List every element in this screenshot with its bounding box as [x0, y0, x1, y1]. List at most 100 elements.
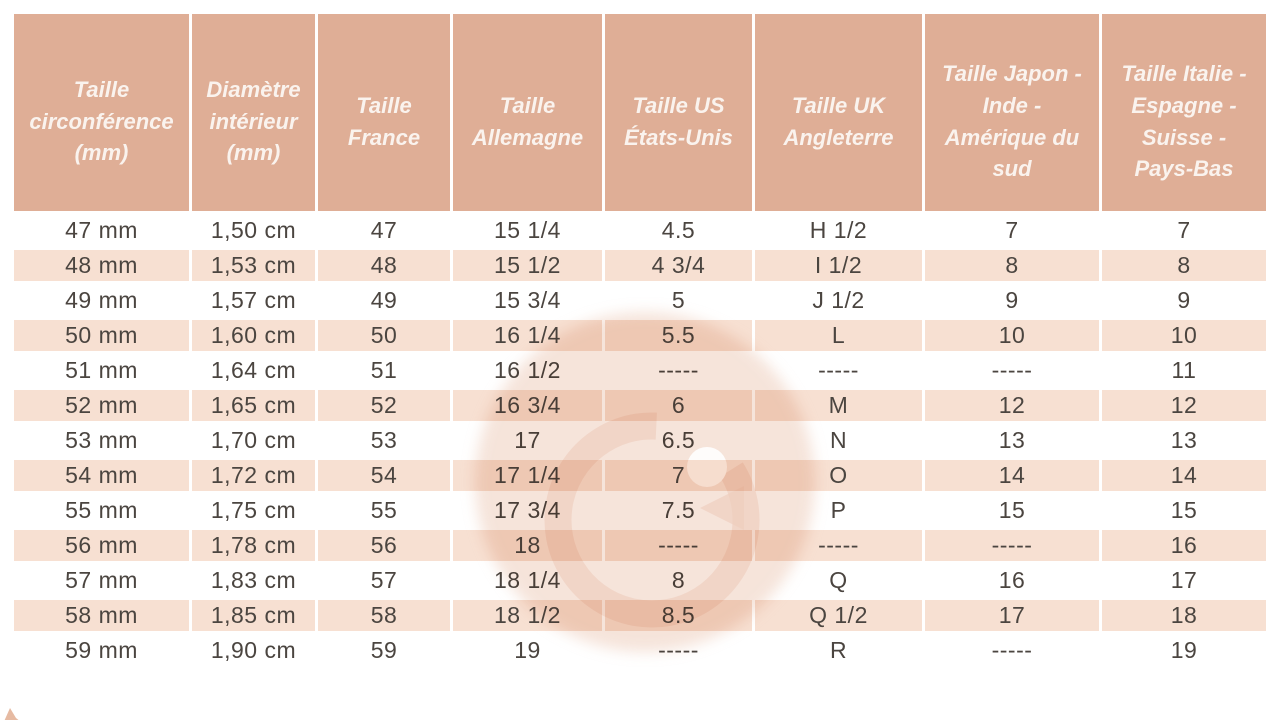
table-cell: -----: [752, 351, 922, 386]
column-header-1: Taille circonférence (mm): [14, 14, 189, 211]
table-cell: 58 mm: [14, 596, 189, 631]
table-cell: 1,64 cm: [189, 351, 315, 386]
table-cell: 1,50 cm: [189, 211, 315, 246]
table-cell: 56: [315, 526, 450, 561]
table-cell: 18: [1099, 596, 1266, 631]
table-cell: 1,72 cm: [189, 456, 315, 491]
table-cell: 49: [315, 281, 450, 316]
table-cell: 6: [602, 386, 752, 421]
table-cell: -----: [922, 631, 1099, 666]
table-cell: 13: [922, 421, 1099, 456]
column-header-8: Taille Italie - Espagne - Suisse - Pays-…: [1099, 14, 1266, 211]
table-cell: 13: [1099, 421, 1266, 456]
table-cell: 17: [922, 596, 1099, 631]
table-cell: 18 1/2: [450, 596, 602, 631]
table-cell: 1,78 cm: [189, 526, 315, 561]
table-cell: 59 mm: [14, 631, 189, 666]
table-cell: 5: [602, 281, 752, 316]
table-cell: 58: [315, 596, 450, 631]
table-cell: -----: [602, 631, 752, 666]
table-cell: 1,85 cm: [189, 596, 315, 631]
table-cell: Q 1/2: [752, 596, 922, 631]
table-cell: Q: [752, 561, 922, 596]
table-cell: 18: [450, 526, 602, 561]
table-cell: J 1/2: [752, 281, 922, 316]
table-cell: 12: [1099, 386, 1266, 421]
table-cell: 53: [315, 421, 450, 456]
table-row: 57 mm 1,83 cm 57 18 1/4 8 Q 16 17: [14, 561, 1266, 596]
table-cell: L: [752, 316, 922, 351]
table-cell: O: [752, 456, 922, 491]
column-header-2: Diamètre intérieur (mm): [189, 14, 315, 211]
table-row: 58 mm 1,85 cm 58 18 1/2 8.5 Q 1/2 17 18: [14, 596, 1266, 631]
table-row: 49 mm 1,57 cm 49 15 3/4 5 J 1/2 9 9: [14, 281, 1266, 316]
corner-mark-decoration: [4, 708, 19, 720]
table-cell: 4 3/4: [602, 246, 752, 281]
table-cell: 1,83 cm: [189, 561, 315, 596]
table-cell: 53 mm: [14, 421, 189, 456]
table-cell: 15: [1099, 491, 1266, 526]
table-row: 51 mm 1,64 cm 51 16 1/2 ----- ----- ----- 11: [14, 351, 1266, 386]
table-cell: 15 1/2: [450, 246, 602, 281]
column-header-7: Taille Japon - Inde - Amérique du sud: [922, 14, 1099, 211]
table-cell: 15 3/4: [450, 281, 602, 316]
table-cell: 17: [450, 421, 602, 456]
table-cell: I 1/2: [752, 246, 922, 281]
table-cell: 16: [1099, 526, 1266, 561]
table-cell: 16 3/4: [450, 386, 602, 421]
table-cell: N: [752, 421, 922, 456]
table-cell: 4.5: [602, 211, 752, 246]
table-cell: 7: [1099, 211, 1266, 246]
table-cell: 9: [922, 281, 1099, 316]
table-cell: 19: [450, 631, 602, 666]
table-cell: 50: [315, 316, 450, 351]
table-cell: 47 mm: [14, 211, 189, 246]
table-cell: 55 mm: [14, 491, 189, 526]
table-cell: 47: [315, 211, 450, 246]
table-cell: 18 1/4: [450, 561, 602, 596]
table-cell: 54 mm: [14, 456, 189, 491]
table-cell: -----: [602, 351, 752, 386]
table-cell: 59: [315, 631, 450, 666]
table-row: 47 mm 1,50 cm 47 15 1/4 4.5 H 1/2 7 7: [14, 211, 1266, 246]
table-cell: 17 1/4: [450, 456, 602, 491]
table-cell: 15 1/4: [450, 211, 602, 246]
table-row: 52 mm 1,65 cm 52 16 3/4 6 M 12 12: [14, 386, 1266, 421]
table-row: 50 mm 1,60 cm 50 16 1/4 5.5 L 10 10: [14, 316, 1266, 351]
table-cell: 1,60 cm: [189, 316, 315, 351]
table-cell: 8: [1099, 246, 1266, 281]
table-row: 59 mm 1,90 cm 59 19 ----- R ----- 19: [14, 631, 1266, 666]
table-cell: 14: [1099, 456, 1266, 491]
table-cell: 11: [1099, 351, 1266, 386]
table-cell: -----: [752, 526, 922, 561]
ring-size-conversion-table: Taille circonférence (mm) Diamètre intéri…: [14, 14, 1266, 666]
table-cell: 48 mm: [14, 246, 189, 281]
table-cell: 52: [315, 386, 450, 421]
table-header-row: Taille circonférence (mm) Diamètre intéri…: [14, 14, 1266, 211]
table-cell: 57 mm: [14, 561, 189, 596]
table-cell: 16: [922, 561, 1099, 596]
table-cell: -----: [602, 526, 752, 561]
table-cell: 54: [315, 456, 450, 491]
table-cell: 12: [922, 386, 1099, 421]
column-header-5: Taille US États-Unis: [602, 14, 752, 211]
table-cell: 56 mm: [14, 526, 189, 561]
table-cell: 8.5: [602, 596, 752, 631]
table-cell: 10: [1099, 316, 1266, 351]
table-cell: 15: [922, 491, 1099, 526]
table-cell: 1,57 cm: [189, 281, 315, 316]
table-cell: R: [752, 631, 922, 666]
table-cell: 8: [922, 246, 1099, 281]
column-header-3: Taille France: [315, 14, 450, 211]
table-cell: 1,90 cm: [189, 631, 315, 666]
table-row: 56 mm 1,78 cm 56 18 ----- ----- ----- 16: [14, 526, 1266, 561]
column-header-6: Taille UK Angleterre: [752, 14, 922, 211]
table-cell: 51 mm: [14, 351, 189, 386]
table-row: 48 mm 1,53 cm 48 15 1/2 4 3/4 I 1/2 8 8: [14, 246, 1266, 281]
table-cell: 55: [315, 491, 450, 526]
table-cell: 19: [1099, 631, 1266, 666]
table-cell: 14: [922, 456, 1099, 491]
table-cell: 1,75 cm: [189, 491, 315, 526]
table-row: 54 mm 1,72 cm 54 17 1/4 7 O 14 14: [14, 456, 1266, 491]
table-cell: 17 3/4: [450, 491, 602, 526]
